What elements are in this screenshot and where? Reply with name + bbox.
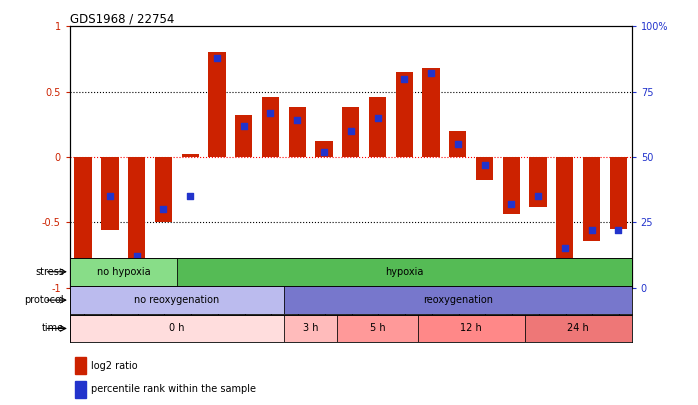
Bar xyxy=(284,286,632,314)
Bar xyxy=(75,357,86,374)
Bar xyxy=(417,315,525,342)
Text: reoxygenation: reoxygenation xyxy=(423,295,493,305)
Point xyxy=(533,193,544,199)
Bar xyxy=(208,52,225,157)
Bar xyxy=(342,107,359,157)
Bar xyxy=(181,154,199,157)
Point xyxy=(586,227,597,233)
Bar xyxy=(70,315,284,342)
Point xyxy=(346,128,357,134)
Bar xyxy=(396,72,413,157)
Point xyxy=(426,70,437,77)
Bar xyxy=(609,157,627,229)
Point xyxy=(211,54,223,61)
Bar xyxy=(155,157,172,222)
Bar xyxy=(75,157,92,268)
Point xyxy=(613,227,624,233)
Point xyxy=(479,162,490,168)
Point xyxy=(158,206,169,212)
Text: hypoxia: hypoxia xyxy=(385,267,424,277)
Point xyxy=(265,109,276,116)
Bar xyxy=(525,315,632,342)
Text: 5 h: 5 h xyxy=(370,324,385,333)
Bar xyxy=(583,157,600,241)
Bar xyxy=(288,107,306,157)
Bar xyxy=(315,141,333,157)
Bar xyxy=(422,68,440,157)
Point xyxy=(559,245,570,252)
Bar xyxy=(337,315,417,342)
Bar xyxy=(70,258,177,286)
Bar xyxy=(449,131,466,157)
Bar xyxy=(75,381,86,398)
Bar xyxy=(529,157,547,207)
Point xyxy=(399,75,410,82)
Text: time: time xyxy=(42,324,64,333)
Text: 12 h: 12 h xyxy=(460,324,482,333)
Bar xyxy=(128,157,145,271)
Text: no hypoxia: no hypoxia xyxy=(96,267,150,277)
Text: 3 h: 3 h xyxy=(303,324,318,333)
Bar xyxy=(177,258,632,286)
Bar xyxy=(503,157,520,214)
Text: stress: stress xyxy=(35,267,64,277)
Text: GDS1968 / 22754: GDS1968 / 22754 xyxy=(70,12,174,25)
Point xyxy=(77,263,89,270)
Bar xyxy=(476,157,493,181)
Point xyxy=(105,193,116,199)
Point xyxy=(238,122,249,129)
Point xyxy=(372,115,383,121)
Point xyxy=(452,141,463,147)
Bar xyxy=(235,115,253,157)
Text: log2 ratio: log2 ratio xyxy=(91,361,138,371)
Text: 24 h: 24 h xyxy=(567,324,589,333)
Bar xyxy=(556,157,574,264)
Text: no reoxygenation: no reoxygenation xyxy=(134,295,219,305)
Bar xyxy=(101,157,119,230)
Point xyxy=(292,117,303,124)
Text: protocol: protocol xyxy=(24,295,64,305)
Point xyxy=(184,193,195,199)
Bar xyxy=(284,315,337,342)
Point xyxy=(318,149,329,155)
Bar xyxy=(369,97,386,157)
Text: 0 h: 0 h xyxy=(169,324,184,333)
Bar xyxy=(262,97,279,157)
Point xyxy=(505,201,517,207)
Bar xyxy=(70,286,284,314)
Text: percentile rank within the sample: percentile rank within the sample xyxy=(91,384,256,394)
Point xyxy=(131,253,142,260)
